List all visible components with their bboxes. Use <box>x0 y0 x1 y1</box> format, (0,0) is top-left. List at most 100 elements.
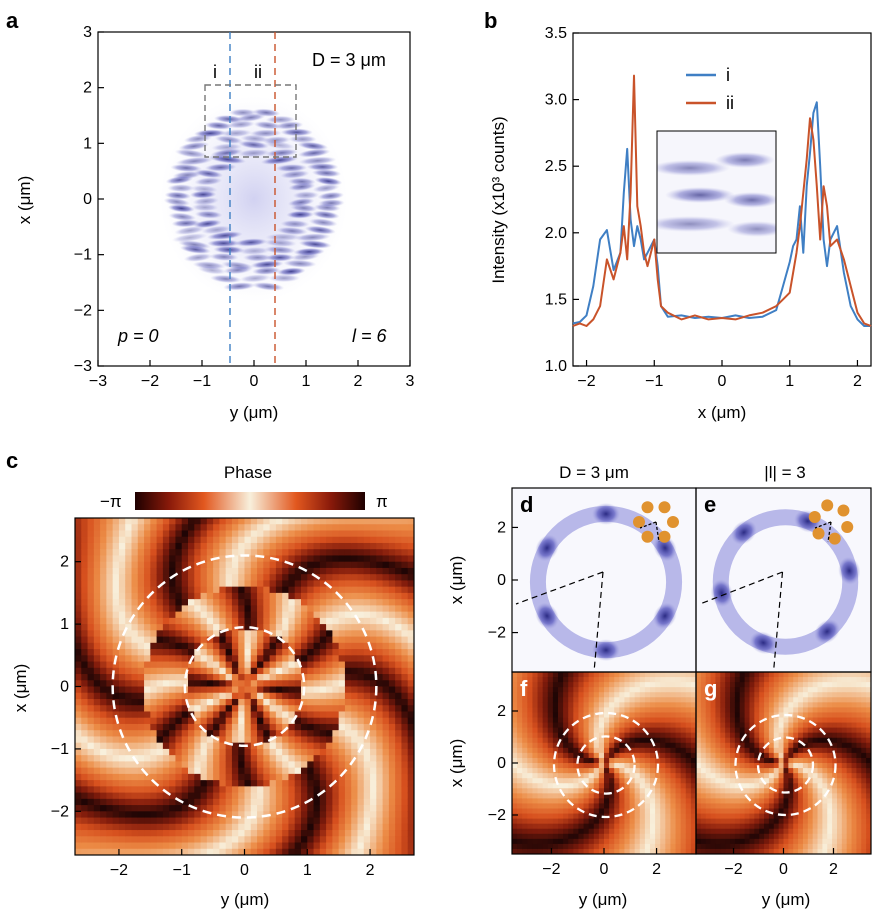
phase-cell <box>225 674 233 681</box>
phase-cell <box>675 682 682 688</box>
phase-cell <box>395 711 403 719</box>
phase-cell <box>206 705 214 713</box>
phase-cell <box>598 747 605 754</box>
phase-cell <box>730 672 736 678</box>
phase-cell <box>619 773 626 779</box>
phase-cell <box>395 667 403 675</box>
phase-cell <box>547 788 554 794</box>
pillar-dot <box>812 527 825 540</box>
phase-cell <box>238 686 246 694</box>
phase-cell <box>395 811 403 819</box>
phase-cell <box>388 599 396 606</box>
phase-cell <box>87 642 95 650</box>
phase-cell <box>725 763 731 769</box>
phase-cell <box>301 767 308 775</box>
phase-cell <box>175 767 183 775</box>
phase-cell <box>326 830 333 837</box>
phase-cell <box>517 773 523 779</box>
phase-cell <box>734 707 741 714</box>
phase-cell <box>749 818 755 825</box>
phase-cell <box>680 818 687 825</box>
phase-cell <box>388 592 396 600</box>
phase-cell <box>744 672 751 678</box>
phase-cell <box>749 773 755 779</box>
phase-cell <box>542 722 549 729</box>
phase-cell <box>206 723 214 731</box>
phase-cell <box>558 823 564 830</box>
phase-cell <box>563 742 569 749</box>
phase-cell <box>351 549 359 557</box>
density-fringe <box>191 203 219 212</box>
phase-cell <box>363 586 371 594</box>
phase-cell <box>326 792 333 800</box>
phase-cell <box>175 561 183 569</box>
phase-cell <box>319 805 327 812</box>
phase-cell <box>370 723 377 731</box>
phase-cell <box>231 599 239 606</box>
phase-cell <box>351 705 359 713</box>
phase-cell <box>263 786 271 794</box>
phase-cell <box>137 524 145 532</box>
phase-cell <box>388 767 396 775</box>
phase-cell <box>382 580 390 588</box>
phase-cell <box>219 755 227 762</box>
phase-cell <box>93 680 101 688</box>
phase-cell <box>357 786 365 794</box>
phase-cell <box>660 692 666 698</box>
phase-cell <box>537 747 544 754</box>
phase-cell <box>573 843 580 850</box>
phase-cell <box>583 737 590 744</box>
phase-cell <box>181 524 189 532</box>
phase-cell <box>200 530 208 538</box>
phase-cell <box>150 567 158 575</box>
phase-cell <box>125 542 133 550</box>
phase-cell <box>118 805 126 812</box>
phase-cell <box>629 722 636 729</box>
phase-cell <box>542 757 549 764</box>
phase-cell <box>655 848 661 854</box>
phase-cell <box>301 530 308 538</box>
phase-cell <box>307 711 315 719</box>
phase-cell <box>87 798 95 806</box>
phase-cell <box>512 692 518 698</box>
phase-cell <box>351 655 359 663</box>
phase-cell <box>650 848 656 854</box>
phase-cell <box>344 842 352 850</box>
phase-cell <box>100 680 107 688</box>
phase-cell <box>578 672 585 678</box>
phase-cell <box>144 661 151 669</box>
phase-cell <box>313 624 321 631</box>
phase-cell <box>593 672 600 678</box>
phase-cell <box>219 518 227 525</box>
phase-cell <box>150 661 158 669</box>
phase-cell <box>614 742 620 749</box>
phase-cell <box>93 574 101 582</box>
phase-cell <box>558 818 564 825</box>
phase-cell <box>655 747 661 754</box>
phase-cell <box>715 707 721 714</box>
phase-cell <box>307 536 315 544</box>
phase-cell <box>106 761 114 769</box>
phase-cell <box>288 842 296 850</box>
phase-cell <box>301 730 308 738</box>
phase-cell <box>370 748 377 756</box>
phase-cell <box>81 580 89 588</box>
phase-cell <box>319 624 327 631</box>
phase-cell <box>181 780 189 787</box>
density-fringe <box>168 212 197 221</box>
phase-cell <box>231 767 239 775</box>
phase-cell <box>125 742 133 750</box>
phase-cell <box>670 727 677 734</box>
phase-cell <box>137 842 145 850</box>
phase-cell <box>338 642 346 650</box>
phase-cell <box>93 761 101 769</box>
phase-cell <box>275 561 283 569</box>
phase-cell <box>660 717 666 724</box>
phase-cell <box>269 567 277 575</box>
phase-cell <box>715 677 721 683</box>
phase-cell <box>225 555 233 563</box>
phase-cell <box>181 823 189 831</box>
phase-cell <box>118 830 126 837</box>
phase-cell <box>583 727 590 734</box>
phase-cell <box>634 697 641 703</box>
